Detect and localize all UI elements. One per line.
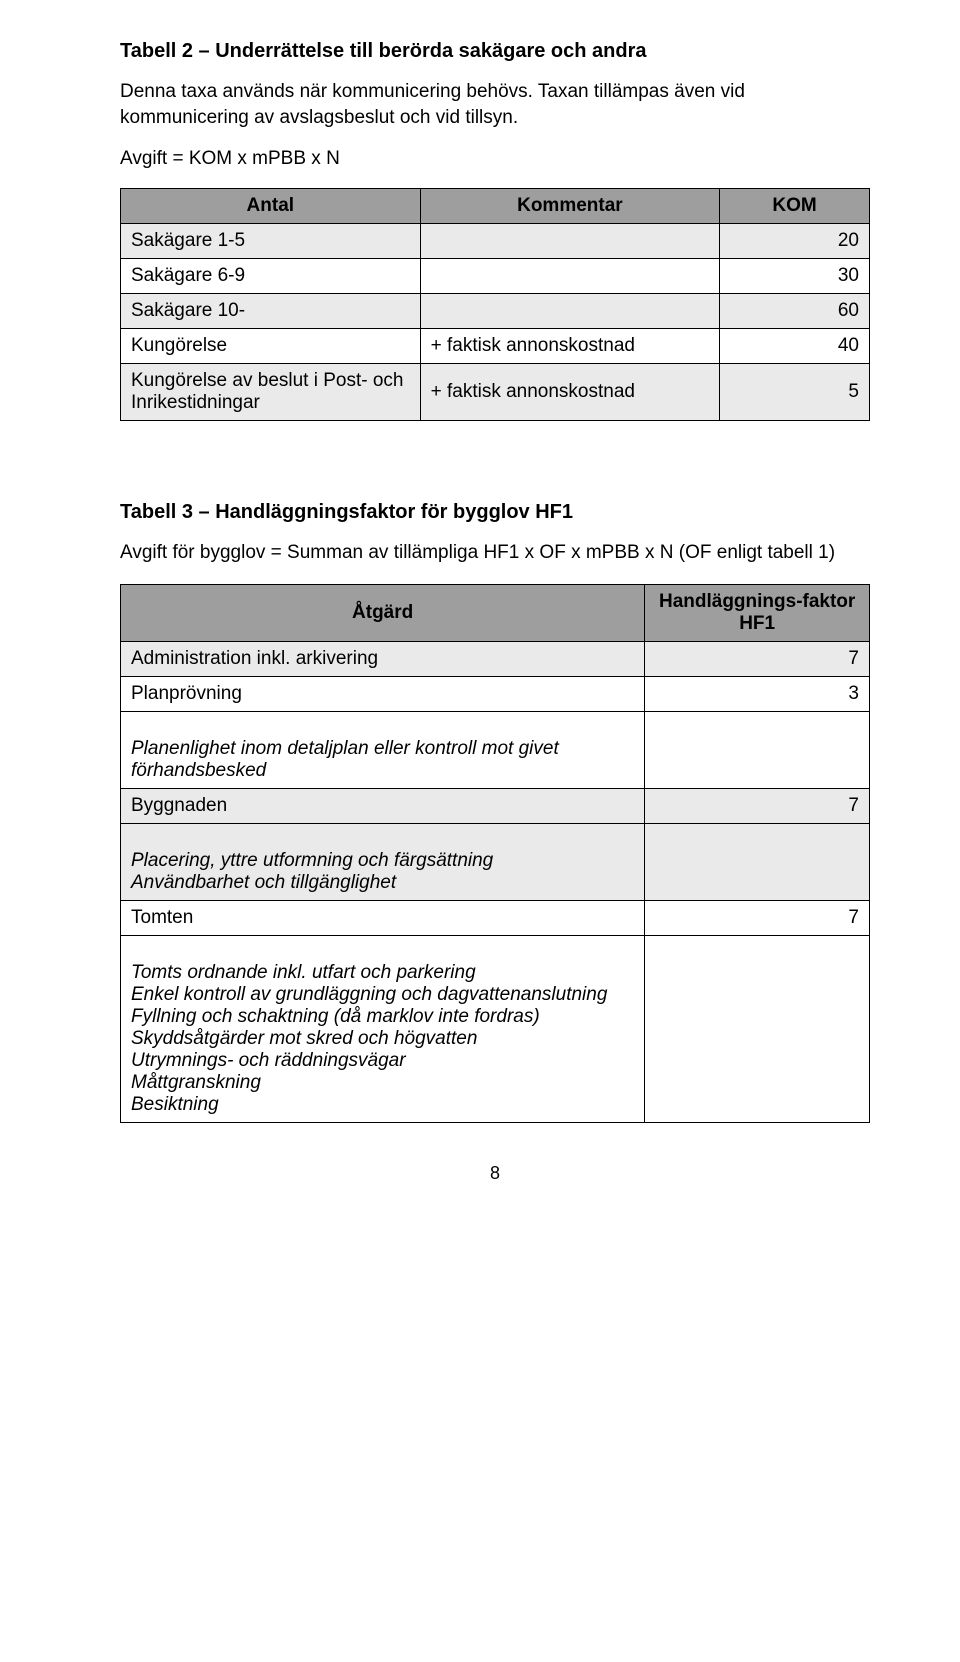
cell-note: Planenlighet inom detaljplan eller kontr… bbox=[131, 738, 559, 781]
table-row: Sakägare 6-9 30 bbox=[121, 259, 870, 294]
section1-para: Denna taxa används när kommunicering beh… bbox=[120, 79, 870, 130]
cell-kommentar: + faktisk annonskostnad bbox=[420, 329, 720, 364]
section2-para: Avgift för bygglov = Summan av tillämpli… bbox=[120, 540, 870, 566]
cell-antal: Kungörelse bbox=[121, 329, 421, 364]
cell-atgard: Administration inkl. arkivering bbox=[121, 641, 645, 676]
cell-atgard: Byggnaden bbox=[121, 788, 645, 823]
cell-note: Enkel kontroll av grundläggning och dagv… bbox=[131, 984, 607, 1005]
table-handlaggningsfaktor: Åtgärd Handläggnings-faktor HF1 Administ… bbox=[120, 584, 870, 1123]
cell-kommentar bbox=[420, 259, 720, 294]
cell-hf1 bbox=[645, 711, 870, 788]
table-row: Planenlighet inom detaljplan eller kontr… bbox=[121, 711, 870, 788]
cell-note: Placering, yttre utformning och färgsätt… bbox=[131, 850, 493, 871]
table-row: Byggnaden 7 bbox=[121, 788, 870, 823]
cell-antal: Kungörelse av beslut i Post- och Inrikes… bbox=[121, 364, 421, 421]
cell-note: Skyddsåtgärder mot skred och högvatten bbox=[131, 1028, 477, 1049]
cell-hf1: 7 bbox=[645, 788, 870, 823]
col-kommentar: Kommentar bbox=[420, 189, 720, 224]
table-row: Kungörelse av beslut i Post- och Inrikes… bbox=[121, 364, 870, 421]
section1-title: Tabell 2 – Underrättelse till berörda sa… bbox=[120, 40, 870, 63]
table-row: Planprövning 3 bbox=[121, 676, 870, 711]
cell-kom: 20 bbox=[720, 224, 870, 259]
cell-hf1 bbox=[645, 935, 870, 1122]
cell-atgard: Tomten bbox=[121, 900, 645, 935]
page-container: Tabell 2 – Underrättelse till berörda sa… bbox=[0, 0, 960, 1224]
cell-note: Måttgranskning bbox=[131, 1072, 261, 1093]
cell-kom: 30 bbox=[720, 259, 870, 294]
cell-kom: 60 bbox=[720, 294, 870, 329]
table-row: Tomts ordnande inkl. utfart och parkerin… bbox=[121, 935, 870, 1122]
cell-note: Fyllning och schaktning (då marklov inte… bbox=[131, 1006, 540, 1027]
section2-title: Tabell 3 – Handläggningsfaktor för byggl… bbox=[120, 501, 870, 524]
cell-note: Användbarhet och tillgänglighet bbox=[131, 872, 396, 893]
cell-kommentar: + faktisk annonskostnad bbox=[420, 364, 720, 421]
col-kom: KOM bbox=[720, 189, 870, 224]
cell-antal: Sakägare 1-5 bbox=[121, 224, 421, 259]
table-header-row: Åtgärd Handläggnings-faktor HF1 bbox=[121, 584, 870, 641]
table-header-row: Antal Kommentar KOM bbox=[121, 189, 870, 224]
cell-atgard: Tomts ordnande inkl. utfart och parkerin… bbox=[121, 935, 645, 1122]
cell-antal: Sakägare 10- bbox=[121, 294, 421, 329]
page-number: 8 bbox=[120, 1163, 870, 1184]
cell-kom: 40 bbox=[720, 329, 870, 364]
cell-hf1: 3 bbox=[645, 676, 870, 711]
col-antal: Antal bbox=[121, 189, 421, 224]
cell-note: Tomts ordnande inkl. utfart och parkerin… bbox=[131, 962, 476, 983]
table-row: Kungörelse + faktisk annonskostnad 40 bbox=[121, 329, 870, 364]
cell-hf1: 7 bbox=[645, 641, 870, 676]
table-row: Placering, yttre utformning och färgsätt… bbox=[121, 823, 870, 900]
cell-atgard: Planenlighet inom detaljplan eller kontr… bbox=[121, 711, 645, 788]
cell-atgard: Planprövning bbox=[121, 676, 645, 711]
cell-antal: Sakägare 6-9 bbox=[121, 259, 421, 294]
cell-note: Besiktning bbox=[131, 1094, 219, 1115]
table-row: Sakägare 10- 60 bbox=[121, 294, 870, 329]
cell-atgard: Placering, yttre utformning och färgsätt… bbox=[121, 823, 645, 900]
col-atgard: Åtgärd bbox=[121, 584, 645, 641]
cell-note: Utrymnings- och räddningsvägar bbox=[131, 1050, 406, 1071]
cell-hf1: 7 bbox=[645, 900, 870, 935]
table-row: Administration inkl. arkivering 7 bbox=[121, 641, 870, 676]
cell-kom: 5 bbox=[720, 364, 870, 421]
cell-kommentar bbox=[420, 294, 720, 329]
table-row: Tomten 7 bbox=[121, 900, 870, 935]
table-row: Sakägare 1-5 20 bbox=[121, 224, 870, 259]
cell-hf1 bbox=[645, 823, 870, 900]
section1-formula: Avgift = KOM x mPBB x N bbox=[120, 148, 870, 170]
cell-kommentar bbox=[420, 224, 720, 259]
table-underrattelse: Antal Kommentar KOM Sakägare 1-5 20 Sakä… bbox=[120, 188, 870, 421]
col-hf1: Handläggnings-faktor HF1 bbox=[645, 584, 870, 641]
